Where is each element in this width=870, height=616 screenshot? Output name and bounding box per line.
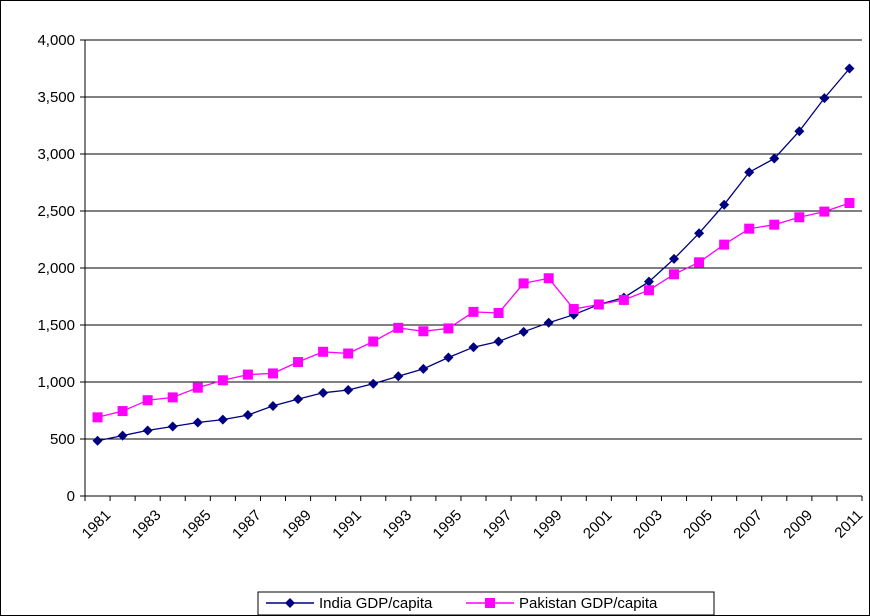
data-point-pakistan — [117, 406, 128, 417]
y-tick-label: 2,500 — [37, 203, 75, 220]
data-point-pakistan — [769, 219, 780, 230]
y-tick-label: 3,000 — [37, 146, 75, 163]
series-line-india — [97, 68, 850, 442]
data-point-pakistan — [443, 323, 454, 334]
data-point-india — [518, 326, 529, 337]
data-point-pakistan — [694, 257, 705, 268]
data-point-pakistan — [844, 198, 855, 209]
data-point-pakistan — [142, 395, 153, 406]
x-axis-tick-labels: 1981 1983 1985 1987 1989 1991 1993 1995 1997 1999… — [79, 507, 867, 543]
x-tick-label: 2009 — [781, 507, 817, 543]
x-tick-label: 1997 — [480, 507, 516, 543]
data-point-india — [192, 417, 203, 428]
data-point-pakistan — [593, 299, 604, 310]
data-point-pakistan — [242, 369, 253, 380]
data-point-pakistan — [318, 346, 329, 357]
data-point-india — [393, 371, 404, 382]
data-point-india — [744, 167, 755, 178]
data-point-india — [819, 93, 830, 104]
data-point-india — [669, 253, 680, 264]
data-point-pakistan — [368, 336, 379, 347]
data-point-india — [418, 363, 429, 374]
x-tick-label: 2003 — [630, 507, 666, 543]
x-tick-label: 2005 — [680, 507, 716, 543]
data-point-india — [543, 317, 554, 328]
y-tick-label: 3,500 — [37, 89, 75, 106]
data-point-pakistan — [794, 212, 805, 223]
x-tick-label: 1981 — [79, 507, 115, 543]
y-tick-label: 500 — [50, 431, 75, 448]
y-tick-label: 1,500 — [37, 317, 75, 334]
x-tick-label: 1999 — [530, 507, 566, 543]
legend-marker-india — [285, 598, 295, 608]
data-point-india — [293, 394, 304, 405]
data-point-india — [844, 63, 855, 74]
legend-marker-pakistan — [485, 598, 495, 608]
x-tick-label: 1991 — [329, 507, 365, 543]
x-tick-label: 1985 — [179, 507, 215, 543]
data-point-pakistan — [669, 269, 680, 280]
legend-label-india: India GDP/capita — [319, 595, 433, 612]
x-tick-label: 1989 — [279, 507, 315, 543]
data-point-india — [343, 384, 354, 395]
data-point-india — [368, 378, 379, 389]
y-tick-label: 4,000 — [37, 32, 75, 49]
data-point-india — [142, 425, 153, 436]
legend-label-pakistan: Pakistan GDP/capita — [519, 595, 658, 612]
data-point-india — [794, 126, 805, 137]
x-tick-label: 2001 — [580, 507, 616, 543]
data-point-pakistan — [217, 375, 228, 386]
data-point-pakistan — [343, 348, 354, 359]
gridlines — [80, 39, 862, 497]
data-point-pakistan — [543, 273, 554, 284]
data-point-india — [493, 336, 504, 347]
data-point-india — [769, 153, 780, 164]
data-point-pakistan — [192, 382, 203, 393]
x-tick-label: 1995 — [430, 507, 466, 543]
data-point-india — [92, 435, 103, 446]
series-lines — [92, 63, 855, 446]
y-axis-tick-labels: 0 500 1,000 1,500 2,000 2,500 3,000 3,500 4,000 — [37, 32, 75, 505]
data-point-india — [267, 400, 278, 411]
data-point-pakistan — [418, 326, 429, 337]
data-point-india — [694, 228, 705, 239]
data-point-pakistan — [468, 306, 479, 317]
data-point-india — [117, 430, 128, 441]
x-tick-label: 1983 — [129, 507, 165, 543]
data-point-pakistan — [293, 357, 304, 368]
data-point-pakistan — [643, 285, 654, 296]
legend: India GDP/capita Pakistan GDP/capita — [257, 591, 715, 616]
x-tick-label: 2011 — [831, 507, 866, 542]
y-tick-label: 1,000 — [37, 374, 75, 391]
axes — [84, 40, 863, 501]
data-point-india — [167, 421, 178, 432]
data-point-pakistan — [819, 206, 830, 217]
data-point-pakistan — [744, 223, 755, 234]
data-point-pakistan — [518, 278, 529, 289]
x-tick-label: 2007 — [730, 507, 766, 543]
data-point-india — [217, 414, 228, 425]
data-point-india — [443, 352, 454, 363]
data-point-pakistan — [568, 304, 579, 315]
data-point-pakistan — [92, 412, 103, 423]
x-tick-label: 1987 — [229, 507, 265, 543]
data-point-india — [468, 342, 479, 353]
data-point-pakistan — [719, 239, 730, 250]
data-point-pakistan — [393, 322, 404, 333]
data-point-india — [318, 387, 329, 398]
data-point-india — [242, 410, 253, 421]
y-tick-label: 0 — [67, 488, 75, 505]
data-point-pakistan — [493, 308, 504, 319]
x-tick-label: 1993 — [379, 507, 415, 543]
data-point-pakistan — [267, 368, 278, 379]
data-point-india — [719, 199, 730, 210]
y-tick-label: 2,000 — [37, 260, 75, 277]
data-point-pakistan — [167, 392, 178, 403]
data-point-india — [643, 276, 654, 287]
data-point-pakistan — [618, 294, 629, 305]
